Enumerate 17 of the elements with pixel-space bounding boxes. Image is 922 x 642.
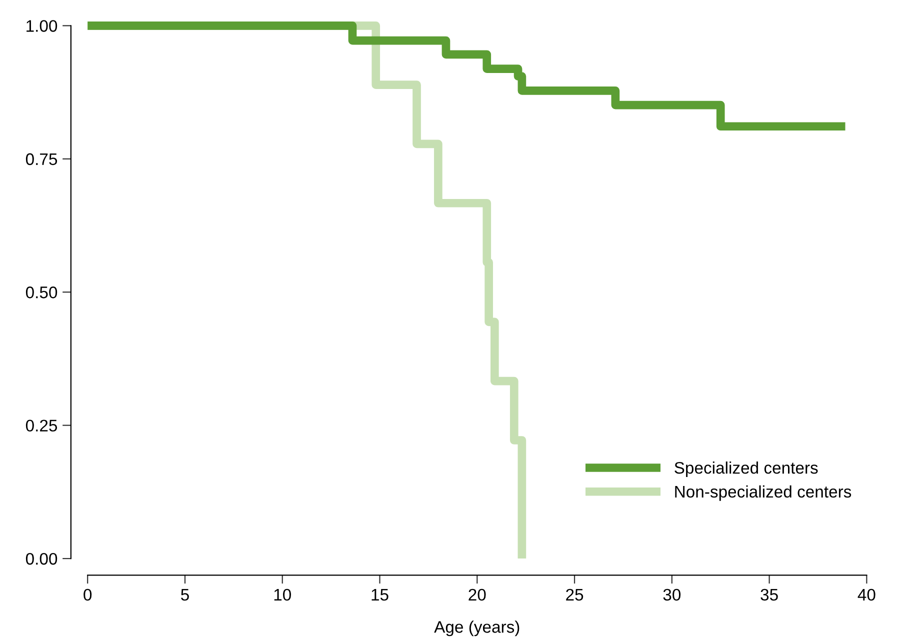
- x-tick-label: 0: [84, 588, 92, 601]
- legend-label: Specialized centers: [674, 462, 818, 478]
- x-tick-label: 15: [372, 589, 388, 601]
- y-tick-label: 0.50: [26, 286, 58, 298]
- x-tick-label: 35: [760, 588, 778, 601]
- y-tick-label: 1.00: [26, 20, 58, 32]
- x-tick-label: 25: [566, 588, 584, 601]
- y-tick-label: 0.00: [26, 552, 58, 565]
- x-tick-label: 30: [663, 588, 681, 601]
- y-tick-label: 0.75: [26, 153, 58, 166]
- x-tick-label: 40: [858, 588, 876, 601]
- x-tick-label: 10: [274, 588, 291, 601]
- y-tick-label: 0.25: [26, 420, 58, 432]
- x-tick-label: 20: [468, 588, 486, 601]
- x-tick-label: 5: [181, 589, 189, 601]
- legend-label: Non-specialized centers: [675, 485, 852, 501]
- x-axis-title: Age (years): [434, 620, 520, 636]
